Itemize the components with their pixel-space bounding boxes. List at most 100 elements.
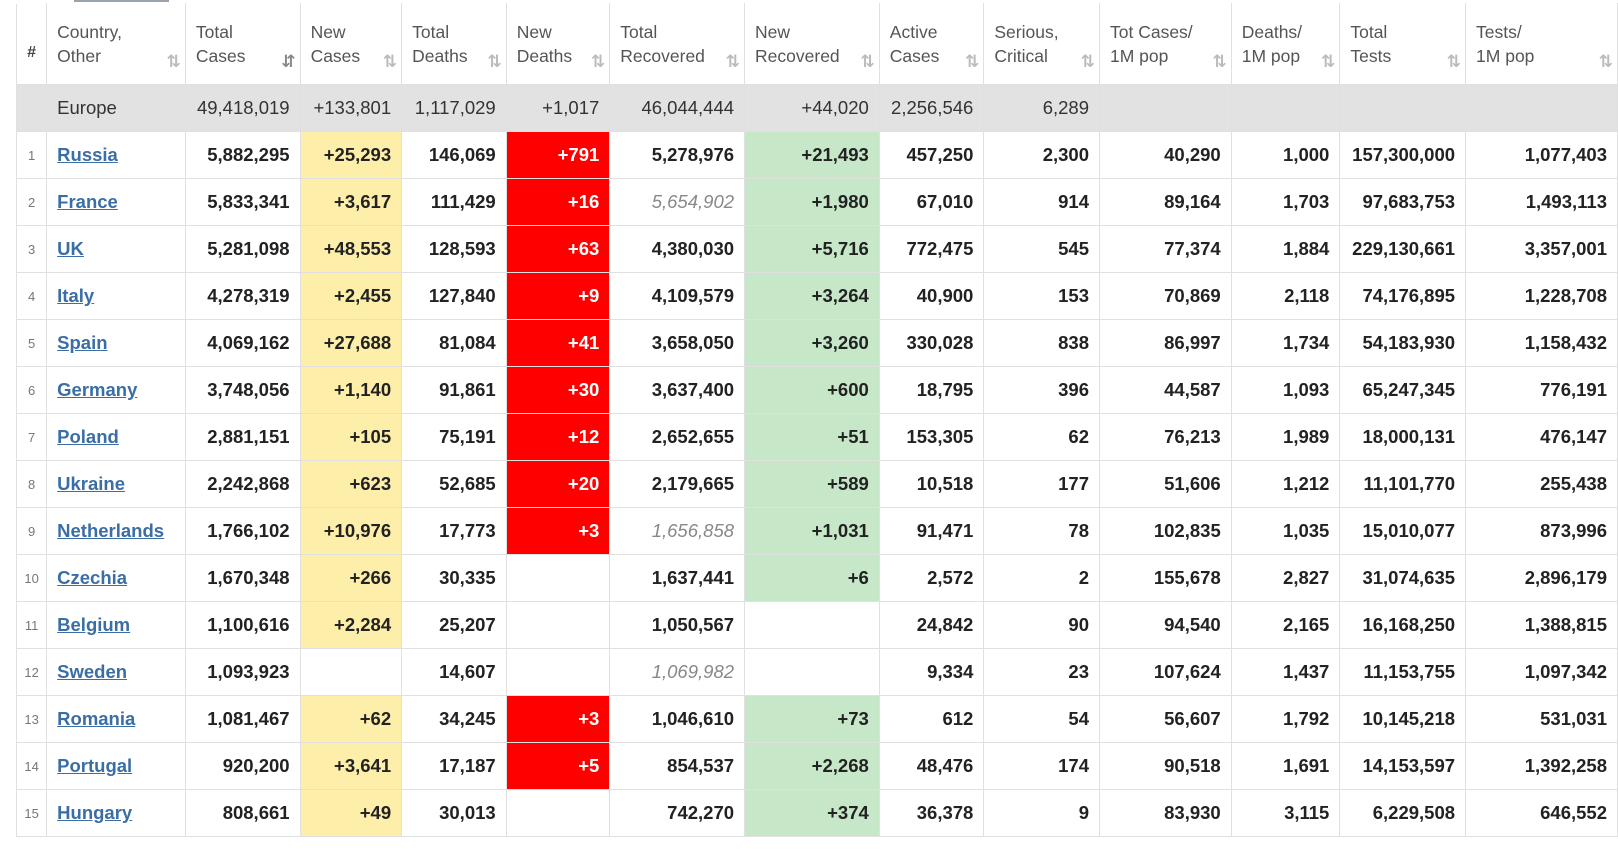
column-header-label: Total bbox=[620, 22, 658, 42]
serious-critical-cell: 2,300 bbox=[983, 131, 1100, 179]
column-header-new-recovered[interactable]: New Recovered ⇅ bbox=[744, 3, 880, 85]
total-recovered-cell: 4,109,579 bbox=[609, 272, 746, 320]
country-link[interactable]: Spain bbox=[57, 332, 108, 353]
country-link[interactable]: Portugal bbox=[57, 755, 133, 776]
new-cases-cell: +105 bbox=[299, 413, 403, 461]
column-header-total-tests[interactable]: Total Tests ⇅ bbox=[1339, 3, 1467, 85]
column-header-cases-per-million[interactable]: Tot Cases/1M pop ⇅ bbox=[1099, 3, 1232, 85]
new-recovered-cell: +600 bbox=[744, 366, 880, 414]
deaths-per-million-cell: 2,118 bbox=[1230, 272, 1341, 320]
column-header-new-cases[interactable]: New Cases ⇅ bbox=[299, 3, 403, 85]
column-header-label: Other bbox=[57, 46, 101, 66]
total-tests-cell: 229,130,661 bbox=[1339, 225, 1467, 273]
tests-per-million-cell: 3,357,001 bbox=[1465, 225, 1618, 273]
country-cell: Hungary bbox=[46, 789, 186, 837]
cases-per-million-cell: 155,678 bbox=[1099, 554, 1232, 602]
active-cases-cell: 40,900 bbox=[878, 272, 985, 320]
country-cell: Ukraine bbox=[46, 460, 186, 508]
column-header-serious-critical[interactable]: Serious, Critical ⇅ bbox=[983, 3, 1100, 85]
country-link[interactable]: Sweden bbox=[57, 661, 128, 682]
sort-icon[interactable]: ⇅ bbox=[487, 52, 501, 71]
country-link[interactable]: Russia bbox=[57, 144, 118, 165]
row-rank: 2 bbox=[16, 178, 48, 226]
sort-icon[interactable]: ⇅ bbox=[965, 52, 979, 71]
table-row: 4 Italy 4,278,319 +2,455 127,840 +9 4,109,579 +… bbox=[16, 272, 1618, 320]
tests-per-million-cell: 2,896,179 bbox=[1465, 554, 1618, 602]
table-row: 13 Romania 1,081,467 +62 34,245 +3 1,046,610 +7… bbox=[16, 695, 1618, 743]
sort-icon[interactable]: ⇅ bbox=[725, 52, 740, 71]
country-link[interactable]: Italy bbox=[57, 285, 95, 306]
country-link[interactable]: Belgium bbox=[57, 614, 131, 635]
region-new-cases: +133,801 bbox=[299, 84, 403, 132]
new-cases-cell: +1,140 bbox=[299, 366, 403, 414]
region-name: Europe bbox=[46, 84, 186, 132]
cases-per-million-cell: 40,290 bbox=[1099, 131, 1232, 179]
column-header-total-recovered[interactable]: Total Recovered ⇅ bbox=[609, 3, 746, 85]
column-header-label: Recovered bbox=[620, 46, 705, 66]
new-deaths-cell bbox=[505, 648, 611, 696]
total-recovered-cell: 1,046,610 bbox=[609, 695, 746, 743]
total-tests-cell: 157,300,000 bbox=[1339, 131, 1467, 179]
total-tests-cell: 6,229,508 bbox=[1339, 789, 1467, 837]
column-header-country[interactable]: Country, Other ⇅ bbox=[46, 3, 186, 85]
column-header-label: Country, bbox=[57, 22, 122, 42]
serious-critical-cell: 177 bbox=[983, 460, 1100, 508]
region-total-recovered: 46,044,444 bbox=[609, 84, 746, 132]
country-link[interactable]: Ukraine bbox=[57, 473, 126, 494]
sort-icon[interactable]: ⇅ bbox=[1212, 52, 1226, 71]
column-header-label: Cases bbox=[195, 46, 246, 66]
new-cases-cell: +3,641 bbox=[299, 742, 403, 790]
deaths-per-million-cell: 1,734 bbox=[1230, 319, 1341, 367]
sort-icon[interactable]: ⇅ bbox=[382, 52, 397, 71]
total-recovered-cell: 2,652,655 bbox=[609, 413, 746, 461]
serious-critical-cell: 9 bbox=[983, 789, 1100, 837]
total-cases-cell: 5,281,098 bbox=[184, 225, 301, 273]
row-rank: 6 bbox=[16, 366, 48, 414]
column-header-new-deaths[interactable]: New Deaths ⇅ bbox=[505, 3, 611, 85]
column-header-label: Cases bbox=[889, 46, 940, 66]
row-rank: 9 bbox=[16, 507, 48, 555]
sort-icon[interactable]: ⇅ bbox=[166, 52, 181, 71]
cases-per-million-cell: 89,164 bbox=[1099, 178, 1232, 226]
country-link[interactable]: Netherlands bbox=[57, 520, 165, 541]
tests-per-million-cell: 1,077,403 bbox=[1465, 131, 1618, 179]
table-row: 12 Sweden 1,093,923 14,607 1,069,982 9,334 23 1… bbox=[16, 648, 1618, 696]
row-rank: 11 bbox=[16, 601, 48, 649]
sort-descending-icon[interactable]: ⇵ bbox=[281, 52, 295, 71]
column-header-total-cases[interactable]: Total Cases ⇵ bbox=[184, 3, 301, 85]
country-link[interactable]: Germany bbox=[57, 379, 138, 400]
column-header-total-deaths[interactable]: Total Deaths ⇅ bbox=[401, 3, 507, 85]
new-recovered-cell bbox=[744, 601, 880, 649]
sort-icon[interactable]: ⇅ bbox=[860, 52, 875, 71]
tests-per-million-cell: 1,158,432 bbox=[1465, 319, 1618, 367]
sort-icon[interactable]: ⇅ bbox=[1321, 52, 1335, 71]
column-header-active-cases[interactable]: Active Cases ⇅ bbox=[878, 3, 985, 85]
total-deaths-cell: 91,861 bbox=[401, 366, 507, 414]
cases-per-million-cell: 83,930 bbox=[1099, 789, 1232, 837]
total-recovered-cell: 1,637,441 bbox=[609, 554, 746, 602]
column-header-deaths-per-million[interactable]: Deaths/1M pop ⇅ bbox=[1230, 3, 1341, 85]
new-recovered-cell: +5,716 bbox=[744, 225, 880, 273]
country-cell: Russia bbox=[46, 131, 186, 179]
active-cases-cell: 36,378 bbox=[878, 789, 985, 837]
country-link[interactable]: France bbox=[57, 191, 118, 212]
tests-per-million-cell: 873,996 bbox=[1465, 507, 1618, 555]
country-link[interactable]: Hungary bbox=[57, 802, 133, 823]
total-deaths-cell: 146,069 bbox=[401, 131, 507, 179]
column-header-tests-per-million[interactable]: Tests/1M pop ⇅ bbox=[1465, 3, 1618, 85]
table-row: 3 UK 5,281,098 +48,553 128,593 +63 4,380,030 +5… bbox=[16, 225, 1618, 273]
country-link[interactable]: Poland bbox=[57, 426, 119, 447]
country-link[interactable]: UK bbox=[57, 238, 84, 259]
sort-icon[interactable]: ⇅ bbox=[1446, 52, 1461, 71]
new-recovered-cell: +6 bbox=[744, 554, 880, 602]
sort-icon[interactable]: ⇅ bbox=[1598, 52, 1613, 71]
country-link[interactable]: Czechia bbox=[57, 567, 128, 588]
total-tests-cell: 16,168,250 bbox=[1339, 601, 1467, 649]
deaths-per-million-cell: 1,000 bbox=[1230, 131, 1341, 179]
new-deaths-cell: +3 bbox=[505, 695, 611, 743]
sort-icon[interactable]: ⇅ bbox=[591, 52, 605, 71]
sort-icon[interactable]: ⇅ bbox=[1080, 52, 1095, 71]
cases-per-million-cell: 51,606 bbox=[1099, 460, 1232, 508]
country-link[interactable]: Romania bbox=[57, 708, 136, 729]
active-cases-cell: 18,795 bbox=[878, 366, 985, 414]
